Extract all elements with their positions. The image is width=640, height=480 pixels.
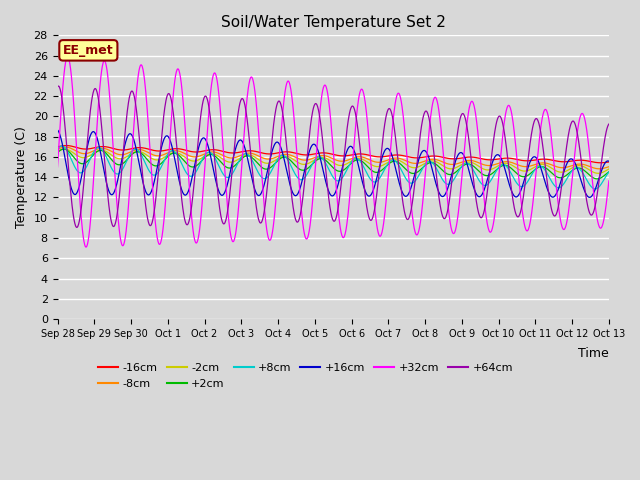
+8cm (177, 158, 184, 164)
-2cm (163, 153, 171, 158)
-8cm (238, 152, 246, 157)
+32cm (605, 178, 612, 184)
Line: -16cm: -16cm (58, 145, 609, 163)
+8cm (238, 153, 246, 159)
+64cm (73, 225, 81, 230)
+64cm (164, 92, 172, 98)
X-axis label: Time: Time (578, 348, 609, 360)
-2cm (177, 152, 184, 157)
+8cm (54, 147, 61, 153)
-8cm (595, 166, 603, 172)
+64cm (420, 113, 428, 119)
+16cm (605, 158, 612, 164)
+32cm (54, 164, 61, 170)
+2cm (163, 155, 171, 160)
+64cm (177, 189, 185, 194)
-2cm (419, 162, 427, 168)
-2cm (540, 162, 548, 168)
-8cm (54, 146, 61, 152)
-2cm (61, 146, 68, 152)
+32cm (63, 54, 71, 60)
+2cm (177, 154, 184, 160)
+32cm (420, 192, 428, 198)
+32cm (82, 244, 90, 250)
+16cm (540, 173, 547, 179)
-8cm (177, 149, 184, 155)
-16cm (596, 160, 604, 166)
+2cm (605, 169, 612, 175)
+64cm (54, 84, 61, 90)
+8cm (492, 170, 499, 176)
+16cm (163, 133, 171, 139)
+32cm (492, 206, 499, 212)
+64cm (540, 154, 548, 159)
+2cm (540, 164, 548, 170)
Legend: -16cm, -8cm, -2cm, +2cm, +8cm, +16cm, +32cm, +64cm: -16cm, -8cm, -2cm, +2cm, +8cm, +16cm, +3… (94, 359, 517, 393)
+2cm (492, 168, 499, 174)
+8cm (58, 143, 66, 149)
-8cm (61, 144, 69, 150)
Line: -8cm: -8cm (58, 147, 609, 169)
-8cm (492, 162, 499, 168)
Y-axis label: Temperature (C): Temperature (C) (15, 126, 28, 228)
-16cm (419, 155, 427, 160)
Text: EE_met: EE_met (63, 44, 114, 57)
Line: +2cm: +2cm (58, 149, 609, 179)
-2cm (595, 170, 602, 176)
-16cm (238, 149, 246, 155)
+64cm (239, 96, 246, 102)
+64cm (54, 83, 62, 89)
-2cm (54, 149, 61, 155)
+8cm (419, 165, 427, 170)
-2cm (238, 154, 246, 160)
-16cm (62, 143, 70, 148)
+2cm (419, 165, 427, 170)
-16cm (492, 156, 499, 162)
+16cm (238, 138, 246, 144)
-8cm (419, 159, 427, 165)
-16cm (163, 147, 171, 153)
+64cm (605, 121, 612, 127)
+32cm (239, 151, 246, 156)
+16cm (491, 154, 499, 160)
-8cm (605, 164, 612, 169)
+32cm (540, 108, 548, 114)
-2cm (492, 165, 499, 170)
+8cm (605, 169, 612, 175)
+16cm (176, 182, 184, 188)
+2cm (54, 150, 61, 156)
-16cm (177, 146, 184, 152)
Line: +64cm: +64cm (58, 86, 609, 228)
Line: +16cm: +16cm (58, 130, 609, 197)
+16cm (54, 127, 61, 133)
+16cm (419, 148, 426, 154)
Line: +8cm: +8cm (58, 146, 609, 189)
+8cm (540, 166, 548, 171)
+16cm (586, 194, 593, 200)
+8cm (163, 152, 171, 158)
+2cm (60, 146, 67, 152)
Line: +32cm: +32cm (58, 57, 609, 247)
-2cm (605, 166, 612, 172)
+64cm (492, 125, 499, 131)
-8cm (540, 160, 548, 166)
-8cm (163, 150, 171, 156)
+2cm (593, 176, 601, 182)
Title: Soil/Water Temperature Set 2: Soil/Water Temperature Set 2 (221, 15, 445, 30)
-16cm (54, 144, 61, 150)
+8cm (591, 186, 599, 192)
+2cm (238, 156, 246, 161)
-16cm (605, 159, 612, 165)
+32cm (164, 171, 172, 177)
Line: -2cm: -2cm (58, 149, 609, 173)
-16cm (540, 156, 548, 162)
+32cm (177, 77, 185, 83)
